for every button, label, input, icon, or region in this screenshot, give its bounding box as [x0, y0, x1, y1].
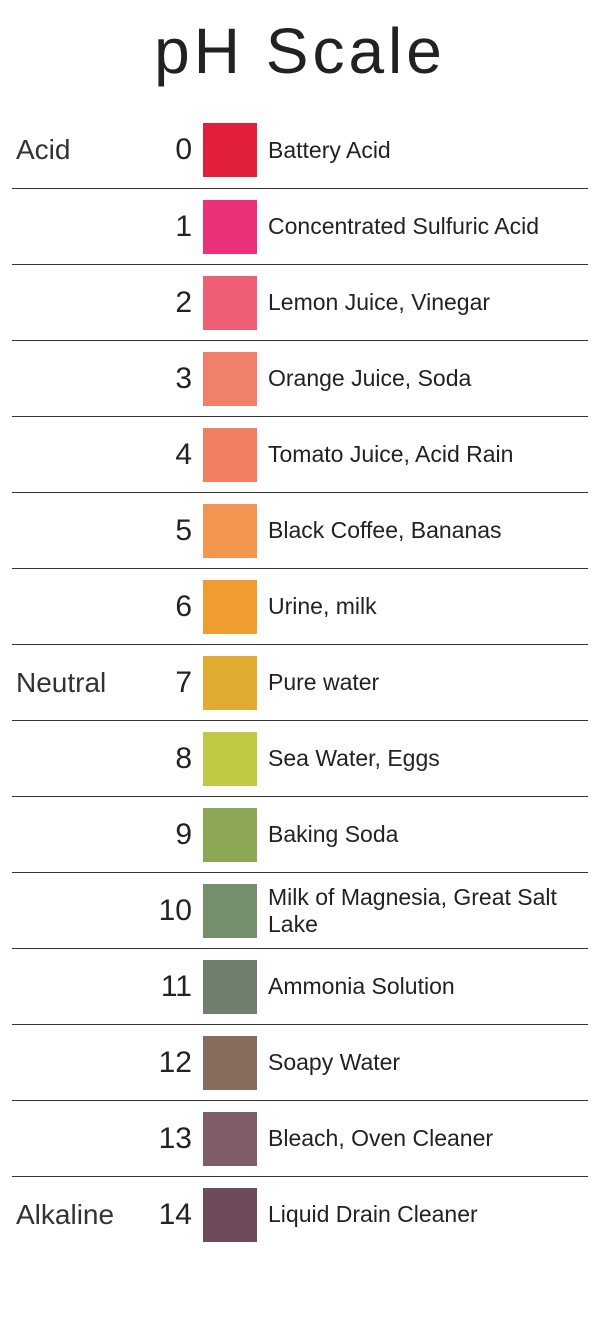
- color-swatch: [203, 732, 257, 786]
- scale-row: Neutral7 Pure water: [12, 644, 588, 720]
- ph-value: 7: [152, 666, 200, 700]
- color-swatch: [203, 276, 257, 330]
- example-label: Baking Soda: [260, 821, 588, 847]
- color-swatch: [203, 123, 257, 177]
- swatch-cell: [200, 1025, 260, 1100]
- swatch-cell: [200, 112, 260, 188]
- scale-row: 11 Ammonia Solution: [12, 948, 588, 1024]
- ph-value: 12: [152, 1046, 200, 1080]
- scale-row: 8 Sea Water, Eggs: [12, 720, 588, 796]
- swatch-cell: [200, 1101, 260, 1176]
- ph-value: 10: [152, 894, 200, 928]
- swatch-cell: [200, 949, 260, 1024]
- color-swatch: [203, 580, 257, 634]
- swatch-cell: [200, 1177, 260, 1252]
- example-label: Soapy Water: [260, 1049, 588, 1075]
- scale-row: 9 Baking Soda: [12, 796, 588, 872]
- swatch-cell: [200, 569, 260, 644]
- color-swatch: [203, 884, 257, 938]
- color-swatch: [203, 428, 257, 482]
- ph-value: 5: [152, 514, 200, 548]
- scale-row: 4 Tomato Juice, Acid Rain: [12, 416, 588, 492]
- ph-value: 13: [152, 1122, 200, 1156]
- scale-row: 12 Soapy Water: [12, 1024, 588, 1100]
- example-label: Bleach, Oven Cleaner: [260, 1125, 588, 1151]
- swatch-cell: [200, 493, 260, 568]
- ph-scale-chart: pH Scale Acid0 Battery Acid 1 Concentrated …: [0, 0, 600, 1252]
- scale-row: 2 Lemon Juice, Vinegar: [12, 264, 588, 340]
- scale-row: 3 Orange Juice, Soda: [12, 340, 588, 416]
- ph-value: 11: [152, 970, 200, 1004]
- color-swatch: [203, 200, 257, 254]
- scale-row: 13 Bleach, Oven Cleaner: [12, 1100, 588, 1176]
- example-label: Orange Juice, Soda: [260, 365, 588, 391]
- color-swatch: [203, 352, 257, 406]
- example-label: Battery Acid: [260, 137, 588, 163]
- scale-row: Alkaline14 Liquid Drain Cleaner: [12, 1176, 588, 1252]
- color-swatch: [203, 656, 257, 710]
- color-swatch: [203, 1036, 257, 1090]
- example-label: Pure water: [260, 669, 588, 695]
- swatch-cell: [200, 417, 260, 492]
- example-label: Sea Water, Eggs: [260, 745, 588, 771]
- ph-value: 8: [152, 742, 200, 776]
- color-swatch: [203, 808, 257, 862]
- swatch-cell: [200, 873, 260, 948]
- scale-row: 10 Milk of Magnesia, Great Salt Lake: [12, 872, 588, 948]
- chart-title: pH Scale: [12, 14, 588, 88]
- color-swatch: [203, 960, 257, 1014]
- ph-value: 4: [152, 438, 200, 472]
- category-label: Alkaline: [12, 1199, 152, 1231]
- color-swatch: [203, 1188, 257, 1242]
- scale-row: 5 Black Coffee, Bananas: [12, 492, 588, 568]
- example-label: Lemon Juice, Vinegar: [260, 289, 588, 315]
- swatch-cell: [200, 645, 260, 720]
- scale-row: 1 Concentrated Sulfuric Acid: [12, 188, 588, 264]
- example-label: Concentrated Sulfuric Acid: [260, 213, 588, 239]
- swatch-cell: [200, 341, 260, 416]
- category-label: Neutral: [12, 667, 152, 699]
- swatch-cell: [200, 189, 260, 264]
- example-label: Liquid Drain Cleaner: [260, 1201, 588, 1227]
- ph-value: 3: [152, 362, 200, 396]
- scale-row: Acid0 Battery Acid: [12, 112, 588, 188]
- swatch-cell: [200, 797, 260, 872]
- ph-value: 2: [152, 286, 200, 320]
- scale-rows: Acid0 Battery Acid 1 Concentrated Sulfuric …: [12, 112, 588, 1252]
- color-swatch: [203, 1112, 257, 1166]
- category-label: Acid: [12, 134, 152, 166]
- ph-value: 1: [152, 210, 200, 244]
- ph-value: 6: [152, 590, 200, 624]
- color-swatch: [203, 504, 257, 558]
- example-label: Milk of Magnesia, Great Salt Lake: [260, 884, 588, 937]
- example-label: Tomato Juice, Acid Rain: [260, 441, 588, 467]
- swatch-cell: [200, 265, 260, 340]
- ph-value: 0: [152, 133, 200, 167]
- scale-row: 6 Urine, milk: [12, 568, 588, 644]
- ph-value: 9: [152, 818, 200, 852]
- swatch-cell: [200, 721, 260, 796]
- example-label: Ammonia Solution: [260, 973, 588, 999]
- example-label: Black Coffee, Bananas: [260, 517, 588, 543]
- ph-value: 14: [152, 1198, 200, 1232]
- example-label: Urine, milk: [260, 593, 588, 619]
